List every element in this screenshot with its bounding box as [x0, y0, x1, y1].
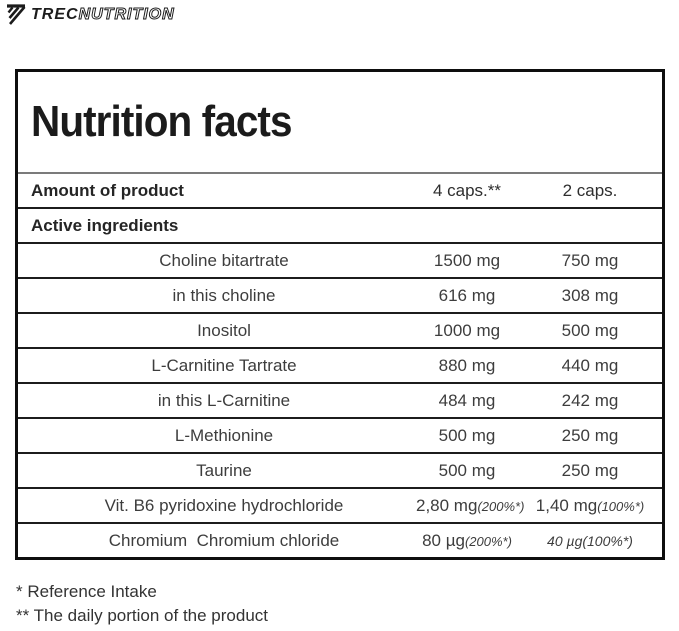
- table-row: Vit. B6 pyridoxine hydrochloride 2,80 mg…: [18, 487, 662, 522]
- brand-name: TRECNUTRITION: [31, 4, 175, 26]
- value-2caps: 40 µg(100%*): [518, 532, 662, 549]
- ingredient-name: Taurine: [196, 461, 252, 480]
- footnote-reference-intake: * Reference Intake: [16, 582, 157, 601]
- section-active-ingredients: Active ingredients: [31, 216, 179, 235]
- table-row: L-Carnitine Tartrate 880 mg 440 mg: [18, 347, 662, 382]
- ingredient-name: Vit. B6 pyridoxine hydrochloride: [104, 496, 344, 515]
- value-4caps: 484 mg: [438, 391, 496, 410]
- reference-intake-note: (200%*): [464, 534, 512, 549]
- ingredient-name: in this L-Carnitine: [157, 391, 291, 410]
- table-title-block: Nutrition facts: [18, 72, 662, 172]
- value-2caps: 750 mg: [561, 251, 619, 270]
- value-2caps: 308 mg: [561, 286, 619, 305]
- ingredient-name: L-Methionine: [174, 426, 274, 445]
- value-4caps: 500 mg: [438, 461, 496, 480]
- table-row: Chromium Chromium chloride 80 µg(200%*) …: [18, 522, 662, 557]
- table-row: Inositol 1000 mg 500 mg: [18, 312, 662, 347]
- value-4caps: 1500 mg: [433, 251, 501, 270]
- trec-arrow-icon: [5, 4, 27, 26]
- value-4caps: 2,80 mg(200%*): [416, 496, 525, 515]
- reference-intake-note: (200%*): [477, 499, 525, 514]
- footnote-daily-portion: ** The daily portion of the product: [16, 606, 269, 625]
- value-2caps: 1,40 mg(100%*): [535, 496, 645, 515]
- header-col-4caps: 4 caps.**: [432, 181, 502, 200]
- table-row: Taurine 500 mg 250 mg: [18, 452, 662, 487]
- header-amount-of-product: Amount of product: [31, 181, 184, 200]
- value-4caps: 1000 mg: [433, 321, 501, 340]
- value-2caps: 250 mg: [561, 426, 619, 445]
- nutrition-facts-table: Nutrition facts Amount of product 4 caps…: [15, 69, 665, 560]
- brand-name-nutrition: NUTRITION: [78, 6, 175, 24]
- ingredient-name: Chromium Chromium chloride: [108, 531, 340, 550]
- value-4caps: 880 mg: [438, 356, 496, 375]
- value-2caps: 440 mg: [561, 356, 619, 375]
- table-row: in this L-Carnitine 484 mg 242 mg: [18, 382, 662, 417]
- page-title: Nutrition facts: [31, 97, 292, 146]
- value-2caps: 500 mg: [561, 321, 619, 340]
- reference-intake-note: 40 µg(100%*): [547, 533, 633, 549]
- value-2caps: 242 mg: [561, 391, 619, 410]
- reference-intake-note: (100%*): [597, 499, 645, 514]
- section-header-row: Active ingredients: [18, 207, 662, 242]
- value-4caps: 616 mg: [438, 286, 496, 305]
- header-col-2caps: 2 caps.: [562, 181, 618, 200]
- brand-logo: TRECNUTRITION: [5, 4, 175, 26]
- table-row: L-Methionine 500 mg 250 mg: [18, 417, 662, 452]
- ingredient-name: L-Carnitine Tartrate: [151, 356, 297, 375]
- value-2caps: 250 mg: [561, 461, 619, 480]
- footnotes: * Reference Intake ** The daily portion …: [16, 580, 268, 628]
- ingredient-name: in this choline: [172, 286, 276, 305]
- ingredient-name: Inositol: [197, 321, 251, 340]
- table-row: Choline bitartrate 1500 mg 750 mg: [18, 242, 662, 277]
- value-4caps: 80 µg(200%*): [422, 531, 512, 550]
- table-header-row: Amount of product 4 caps.** 2 caps.: [18, 172, 662, 207]
- table-row: in this choline 616 mg 308 mg: [18, 277, 662, 312]
- ingredient-name: Choline bitartrate: [159, 251, 289, 270]
- value-4caps: 500 mg: [438, 426, 496, 445]
- brand-name-trec: TREC: [31, 6, 79, 23]
